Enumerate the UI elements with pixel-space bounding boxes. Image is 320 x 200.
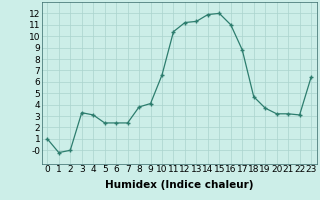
X-axis label: Humidex (Indice chaleur): Humidex (Indice chaleur) <box>105 180 253 190</box>
